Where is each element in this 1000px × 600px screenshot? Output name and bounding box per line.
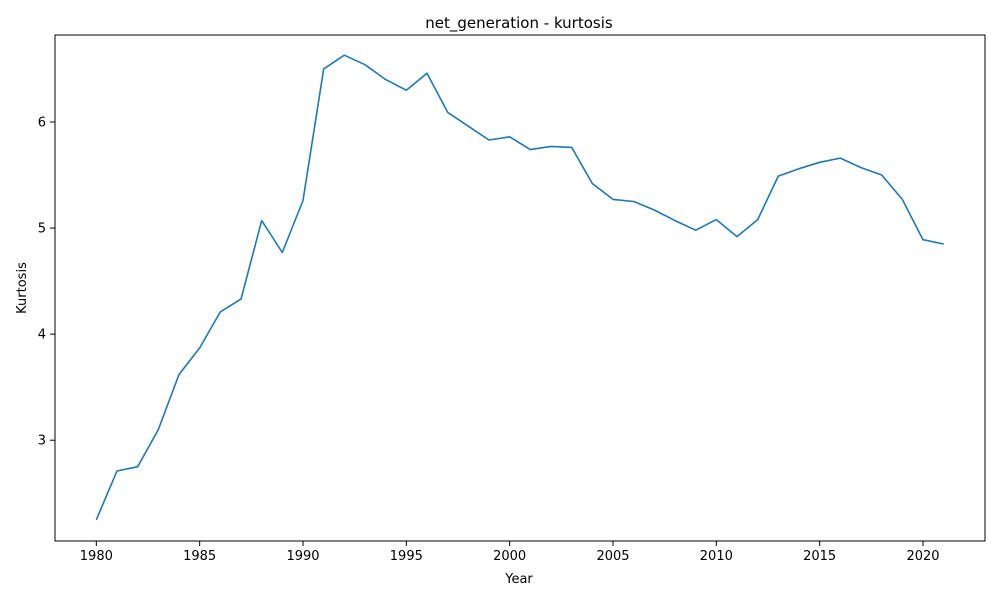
x-axis: 1980 1985 1990 1995 2000 2005 2010 2015 2020 [80,541,940,564]
x-tick-label: 1985 [183,549,216,564]
x-tick-label: 1995 [390,549,423,564]
x-tick-label: 2010 [700,549,733,564]
x-tick-label: 2005 [596,549,629,564]
x-tick-label: 2020 [906,549,939,564]
y-axis: 3 4 5 6 [38,115,55,449]
x-tick-label: 1990 [286,549,319,564]
x-tick-label: 2000 [493,549,526,564]
x-tick-label: 1980 [80,549,113,564]
x-tick-label: 2015 [803,549,836,564]
y-tick-label: 4 [38,328,46,343]
y-axis-label: Kurtosis [15,262,30,314]
series-line-0 [95,54,944,521]
plot-frame [54,34,986,542]
plot-area [95,54,944,521]
chart-title: net_generation - kurtosis [425,14,613,33]
y-tick-label: 5 [38,222,46,237]
y-tick-label: 3 [38,434,46,449]
x-axis-label: Year [504,572,533,587]
y-tick-label: 6 [38,115,46,130]
